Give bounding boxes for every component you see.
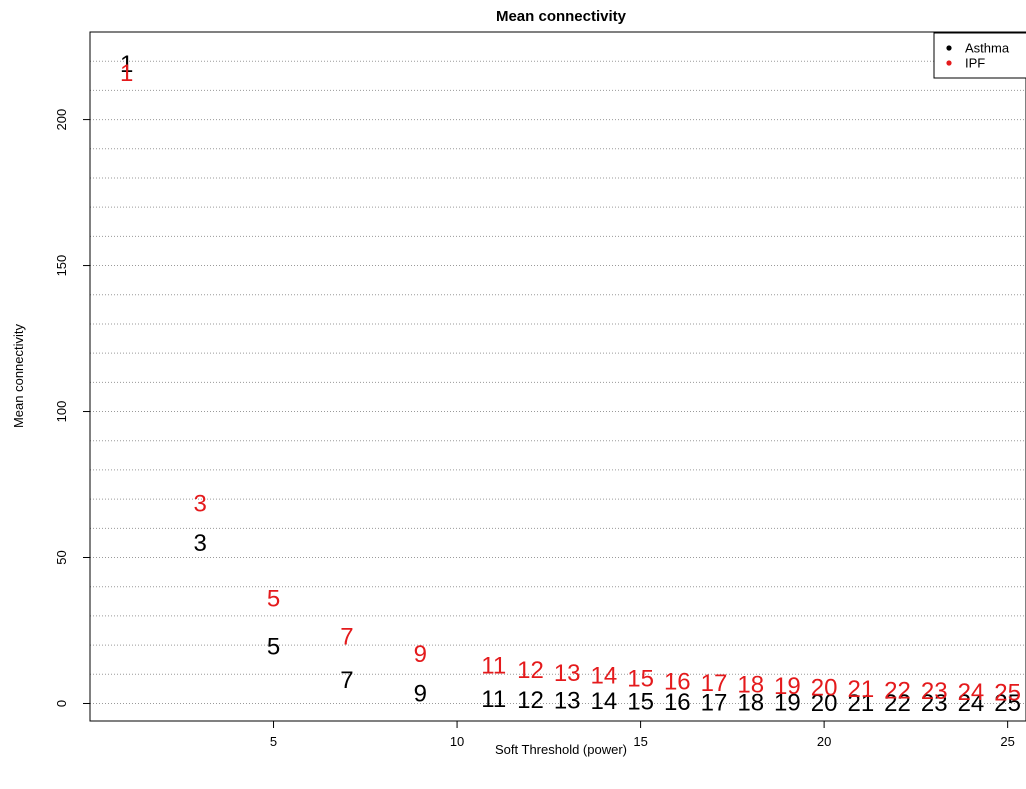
data-point-label: 1 <box>120 51 133 78</box>
data-point-label: 22 <box>884 690 911 717</box>
data-point-label: 25 <box>994 679 1021 706</box>
y-tick-label: 0 <box>54 700 69 707</box>
data-point-label: 21 <box>847 676 874 703</box>
y-tick-label: 200 <box>54 109 69 131</box>
data-point-label: 1 <box>120 60 133 87</box>
y-axis: 0 50 100 150 200 <box>54 109 90 707</box>
data-point-label: 11 <box>481 653 506 680</box>
data-point-label: 18 <box>737 672 764 699</box>
data-point-label: 15 <box>627 689 654 716</box>
x-axis: 5 10 15 20 25 <box>270 721 1015 749</box>
y-tick-label: 150 <box>54 255 69 277</box>
chart-title: Mean connectivity <box>496 8 627 25</box>
data-point-label: 23 <box>921 690 948 717</box>
data-point-label: 14 <box>591 688 618 715</box>
data-point-label: 7 <box>340 623 353 650</box>
x-axis-title: Soft Threshold (power) <box>495 742 627 757</box>
legend-box <box>933 32 1026 79</box>
data-point-label: 19 <box>774 690 801 717</box>
data-point-label: 13 <box>554 660 581 687</box>
data-point-label: 17 <box>701 689 728 716</box>
x-tick-label: 5 <box>270 734 277 749</box>
data-point-label: 16 <box>664 669 691 696</box>
data-point-label: 19 <box>774 673 801 700</box>
data-point-label: 9 <box>414 680 427 707</box>
data-point-label: 18 <box>737 689 764 716</box>
data-point-label: 16 <box>664 689 691 716</box>
data-point-label: 25 <box>994 690 1021 717</box>
legend-marker <box>946 60 952 66</box>
y-tick-label: 50 <box>54 550 69 564</box>
data-point-label: 13 <box>554 688 581 715</box>
data-point-label: 9 <box>414 641 427 668</box>
data-point-label: 24 <box>958 690 985 717</box>
y-axis-title: Mean connectivity <box>11 323 26 428</box>
y-tick-label: 100 <box>54 401 69 423</box>
legend-marker <box>946 45 952 51</box>
data-point-label: 22 <box>884 677 911 704</box>
x-tick-label: 15 <box>633 734 647 749</box>
data-point-label: 5 <box>267 585 280 612</box>
x-tick-label: 10 <box>450 734 464 749</box>
data-point-label: 3 <box>193 490 206 517</box>
data-point-label: 3 <box>193 530 206 557</box>
data-point-label: 12 <box>517 687 544 714</box>
data-point-label: 21 <box>847 690 874 717</box>
data-point-label: 24 <box>958 679 985 706</box>
data-point-label: 7 <box>340 667 353 694</box>
plot-frame <box>89 31 1026 722</box>
data-point-label: 14 <box>591 663 618 690</box>
data-point-label: 23 <box>921 678 948 705</box>
data-point-label: 11 <box>481 686 506 713</box>
legend-label: Asthma <box>965 41 1010 56</box>
data-point-label: 17 <box>701 670 728 697</box>
legend-label: IPF <box>965 56 985 71</box>
x-tick-label: 25 <box>1000 734 1014 749</box>
x-tick-label: 20 <box>817 734 831 749</box>
data-point-label: 12 <box>517 657 544 684</box>
data-point-label: 20 <box>811 690 838 717</box>
grid-lines <box>90 31 1026 704</box>
data-point-label: 20 <box>811 674 838 701</box>
data-point-label: 5 <box>267 634 280 661</box>
data-point-label: 15 <box>627 666 654 693</box>
